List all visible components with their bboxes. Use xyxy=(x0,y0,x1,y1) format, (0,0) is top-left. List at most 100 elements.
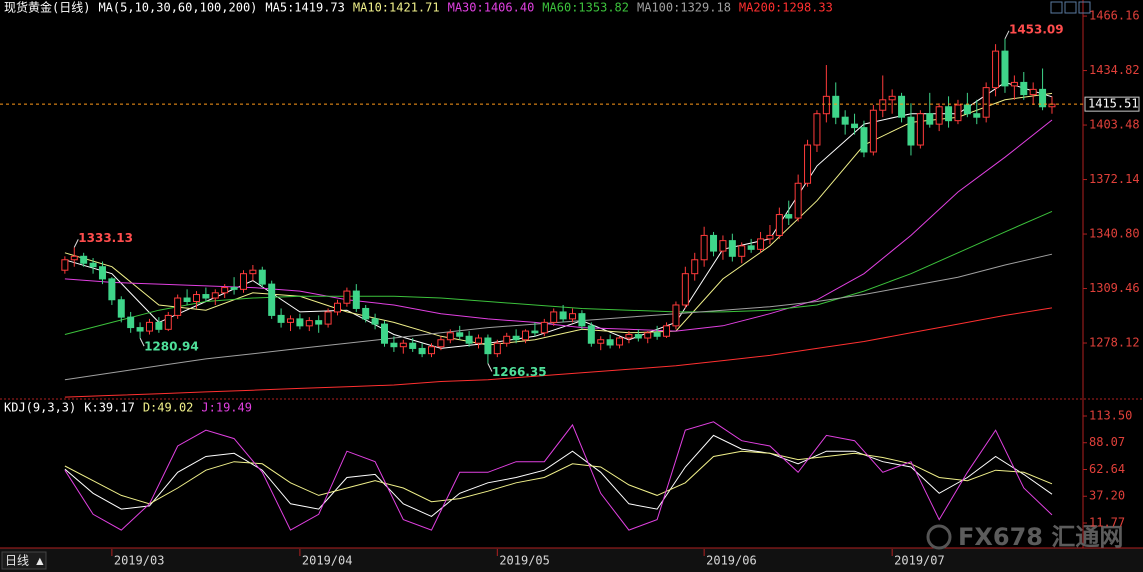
annotation-pointer xyxy=(1004,30,1010,40)
candle-body xyxy=(164,314,172,330)
legend-entry: MA5:1419.73 xyxy=(265,1,344,15)
legend-entry: J:19.49 xyxy=(201,401,252,415)
candle-body xyxy=(766,234,774,240)
candle-body xyxy=(80,255,88,264)
line-series xyxy=(64,307,1053,398)
candle-body xyxy=(898,95,906,118)
candle-body xyxy=(832,95,840,118)
candle-body xyxy=(757,238,765,250)
legend-entry: MA100:1329.18 xyxy=(637,1,731,15)
x-tick-label: 2019/07 xyxy=(894,554,945,568)
candle-body xyxy=(785,214,793,219)
candle-body xyxy=(963,104,971,115)
y-tick-label: 11.77 xyxy=(1089,515,1125,529)
line-series xyxy=(64,81,1053,349)
y-tick-label: 113.50 xyxy=(1089,408,1132,422)
line-series xyxy=(64,253,1053,381)
candle-body xyxy=(540,321,548,334)
icon-cross[interactable] xyxy=(1050,1,1063,14)
watermark-logo xyxy=(926,524,952,550)
x-tick-label: 2019/05 xyxy=(499,554,550,568)
candle-body xyxy=(381,323,389,344)
candle-body xyxy=(211,292,219,299)
candle-body xyxy=(202,294,210,299)
y-tick-label: 1309.46 xyxy=(1089,281,1140,295)
candle-body xyxy=(324,311,332,325)
candle-body xyxy=(493,342,501,355)
annotation-label: 1280.94 xyxy=(144,339,199,353)
y-tick-label: 1466.16 xyxy=(1089,9,1140,23)
candle-body xyxy=(352,290,360,309)
candle-body xyxy=(587,325,595,344)
candle-body xyxy=(681,273,689,306)
candle-body xyxy=(145,321,153,332)
candle-body xyxy=(794,182,802,219)
line-series xyxy=(64,210,1053,335)
candle-body xyxy=(155,321,163,330)
candle-body xyxy=(503,335,511,344)
candle-body xyxy=(644,332,652,339)
icon-grid[interactable] xyxy=(1064,1,1077,14)
annotation-label: 1266.35 xyxy=(492,365,547,379)
candle-body xyxy=(926,113,934,125)
last-price-box xyxy=(1084,96,1140,112)
candle-body xyxy=(390,342,398,348)
candle-body xyxy=(973,113,981,118)
watermark: FX678 汇通网 xyxy=(958,523,1123,551)
candle-body xyxy=(559,311,567,320)
period-button-label[interactable]: 日线 ▲ xyxy=(5,554,44,568)
candle-body xyxy=(1001,50,1009,87)
legend-entry: MA30:1406.40 xyxy=(448,1,535,15)
last-price-label: 1415.51 xyxy=(1088,97,1139,111)
candle-body xyxy=(418,347,426,355)
x-tick-label: 2019/04 xyxy=(302,554,353,568)
candle-body xyxy=(98,266,106,280)
candle-body xyxy=(728,240,736,257)
candle-body xyxy=(1039,88,1047,108)
candle-body xyxy=(616,337,624,346)
candle-body xyxy=(399,342,407,348)
annotation-label: 1333.13 xyxy=(78,231,133,245)
candle-body xyxy=(747,245,755,250)
y-tick-label: 1372.14 xyxy=(1089,172,1140,186)
candle-body xyxy=(775,214,783,236)
candle-body xyxy=(277,314,285,323)
candle-body xyxy=(239,273,247,290)
candle-body xyxy=(1029,88,1037,96)
icon-close[interactable] xyxy=(1078,1,1091,14)
candle-body xyxy=(822,95,830,115)
annotation-label: 1453.09 xyxy=(1009,22,1064,36)
candle-body xyxy=(446,332,454,341)
candle-body xyxy=(437,339,445,348)
y-tick-label: 1434.82 xyxy=(1089,63,1140,77)
candle-body xyxy=(700,234,708,261)
x-tick-label: 2019/03 xyxy=(114,554,165,568)
candle-body xyxy=(70,255,78,261)
candle-body xyxy=(456,332,464,337)
y-tick-label: 62.64 xyxy=(1089,462,1125,476)
y-tick-label: 1278.12 xyxy=(1089,336,1140,350)
candle-body xyxy=(653,332,661,337)
candle-body xyxy=(305,320,313,327)
panel-title: KDJ(9,3,3) xyxy=(4,401,76,415)
candle-body xyxy=(296,318,304,327)
candle-body xyxy=(841,116,849,125)
line-series xyxy=(64,119,1053,332)
line-series xyxy=(64,92,1053,346)
candle-body xyxy=(634,334,642,339)
candle-body xyxy=(221,287,229,294)
candle-body xyxy=(371,318,379,325)
candle-body xyxy=(465,335,473,344)
period-button[interactable] xyxy=(1,551,47,570)
candle-body xyxy=(512,335,520,341)
candle-body xyxy=(108,278,116,301)
candle-body xyxy=(117,299,125,318)
candle-body xyxy=(127,316,135,329)
candle-body xyxy=(982,87,990,118)
candle-body xyxy=(362,307,370,320)
candle-body xyxy=(475,337,483,344)
candle-body xyxy=(860,127,868,153)
candle-body xyxy=(663,325,671,337)
candle-body xyxy=(343,290,351,304)
